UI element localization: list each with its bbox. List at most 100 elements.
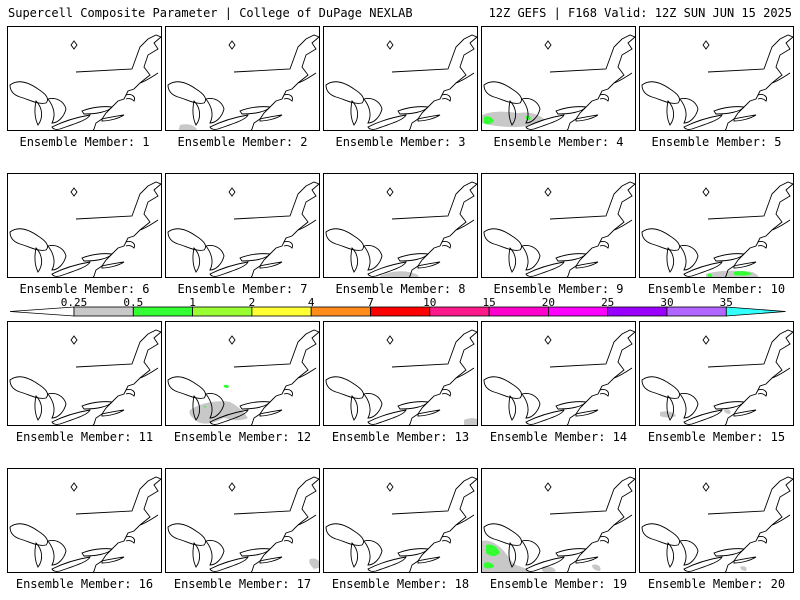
map-boundary-line xyxy=(391,181,477,277)
map-boundary-line xyxy=(679,393,699,419)
ensemble-member-label: Ensemble Member: 13 xyxy=(331,430,470,444)
map-boundary-line xyxy=(683,261,723,277)
map-boundary-line xyxy=(233,329,319,425)
map-graphic xyxy=(641,34,793,130)
map-boundary-line xyxy=(9,376,49,399)
map-graphic xyxy=(482,34,635,130)
map-boundary-line xyxy=(125,241,135,249)
map-boundary-line xyxy=(47,540,67,566)
map-boundary-line xyxy=(192,247,201,273)
ensemble-member-label: Ensemble Member: 18 xyxy=(331,577,470,591)
colorbar-tick-label: 0.25 xyxy=(60,296,88,309)
map-boundary-line xyxy=(733,556,757,564)
map-graphic xyxy=(641,329,793,425)
map-boundary-line xyxy=(34,100,43,126)
map-boundary-line xyxy=(417,409,441,417)
station-diamond-marker xyxy=(544,482,552,492)
map-boundary-line xyxy=(34,395,43,421)
map-boundary-line xyxy=(733,261,757,269)
map-boundary-line xyxy=(666,395,675,421)
map-boundary-line xyxy=(350,100,359,126)
map-boundary-line xyxy=(757,536,767,544)
map-boundary-line xyxy=(757,241,767,249)
ensemble-member-label: Ensemble Member: 9 xyxy=(493,282,624,296)
map-boundary-line xyxy=(367,409,407,425)
map-boundary-line xyxy=(417,114,441,122)
map-boundary-line xyxy=(205,540,225,566)
map-boundary-line xyxy=(101,556,125,564)
map-boundary-line xyxy=(441,94,451,102)
map-boundary-line xyxy=(283,94,293,102)
ensemble-member-label: Ensemble Member: 16 xyxy=(15,577,154,591)
map-boundary-line xyxy=(666,100,675,126)
ensemble-map-panel xyxy=(639,468,794,573)
map-boundary-line xyxy=(707,329,793,425)
map-boundary-line xyxy=(51,409,91,425)
map-boundary-line xyxy=(508,542,517,568)
map-boundary-line xyxy=(455,72,475,84)
ensemble-member-label: Ensemble Member: 2 xyxy=(177,135,308,149)
colorbar-segment xyxy=(429,306,490,317)
map-boundary-line xyxy=(455,514,475,526)
colorbar-tick-label: 25 xyxy=(601,296,615,309)
ensemble-map-panel xyxy=(639,173,794,278)
map-boundary-line xyxy=(599,241,609,249)
station-diamond-marker xyxy=(228,482,236,492)
scp-shaded-region xyxy=(204,405,207,408)
scp-shaded-region xyxy=(734,270,752,276)
ensemble-map-panel xyxy=(165,321,320,426)
map-boundary-line xyxy=(139,367,159,379)
map-boundary-line xyxy=(707,476,793,572)
map-boundary-line xyxy=(125,536,135,544)
map-boundary-line xyxy=(666,542,675,568)
ensemble-map-panel xyxy=(481,321,636,426)
colorbar-segment xyxy=(73,306,134,317)
map-graphic xyxy=(483,181,635,277)
map-boundary-line xyxy=(363,245,383,271)
ensemble-map-panel xyxy=(7,468,162,573)
colorbar-segment xyxy=(607,306,668,317)
map-boundary-line xyxy=(75,181,161,277)
ensemble-member-label: Ensemble Member: 17 xyxy=(173,577,312,591)
map-boundary-line xyxy=(209,114,249,130)
scp-shaded-region xyxy=(309,558,319,569)
ensemble-map-panel xyxy=(323,468,478,573)
map-boundary-line xyxy=(350,247,359,273)
scp-shaded-region xyxy=(484,562,494,569)
map-boundary-line xyxy=(525,261,565,277)
map-boundary-line xyxy=(101,114,125,122)
map-boundary-line xyxy=(139,72,159,84)
map-boundary-line xyxy=(47,245,67,271)
map-boundary-line xyxy=(51,556,91,572)
map-graphic xyxy=(9,329,161,425)
map-boundary-line xyxy=(575,409,599,417)
station-diamond-marker xyxy=(544,187,552,197)
map-boundary-line xyxy=(325,228,365,251)
station-diamond-marker xyxy=(70,482,78,492)
map-boundary-line xyxy=(233,476,319,572)
ensemble-member-label: Ensemble Member: 5 xyxy=(651,135,782,149)
map-boundary-line xyxy=(508,395,517,421)
ensemble-member-label: Ensemble Member: 12 xyxy=(173,430,312,444)
ensemble-map-panel xyxy=(7,321,162,426)
station-diamond-marker xyxy=(702,482,710,492)
map-boundary-line xyxy=(641,376,681,399)
ensemble-member-label: Ensemble Member: 3 xyxy=(335,135,466,149)
ensemble-member-label: Ensemble Member: 19 xyxy=(489,577,628,591)
map-graphic xyxy=(482,476,635,572)
ensemble-map-panel xyxy=(639,321,794,426)
map-boundary-line xyxy=(441,389,451,397)
station-diamond-marker xyxy=(70,187,78,197)
map-boundary-line xyxy=(613,219,633,231)
map-boundary-line xyxy=(713,401,745,410)
map-boundary-line xyxy=(757,94,767,102)
map-boundary-line xyxy=(125,94,135,102)
ensemble-map-panel xyxy=(7,26,162,131)
map-boundary-line xyxy=(599,536,609,544)
map-boundary-line xyxy=(771,367,791,379)
map-boundary-line xyxy=(81,106,113,115)
scp-shaded-region xyxy=(724,409,731,414)
map-graphic xyxy=(641,181,793,277)
station-diamond-marker xyxy=(544,40,552,50)
map-graphic xyxy=(325,181,477,277)
